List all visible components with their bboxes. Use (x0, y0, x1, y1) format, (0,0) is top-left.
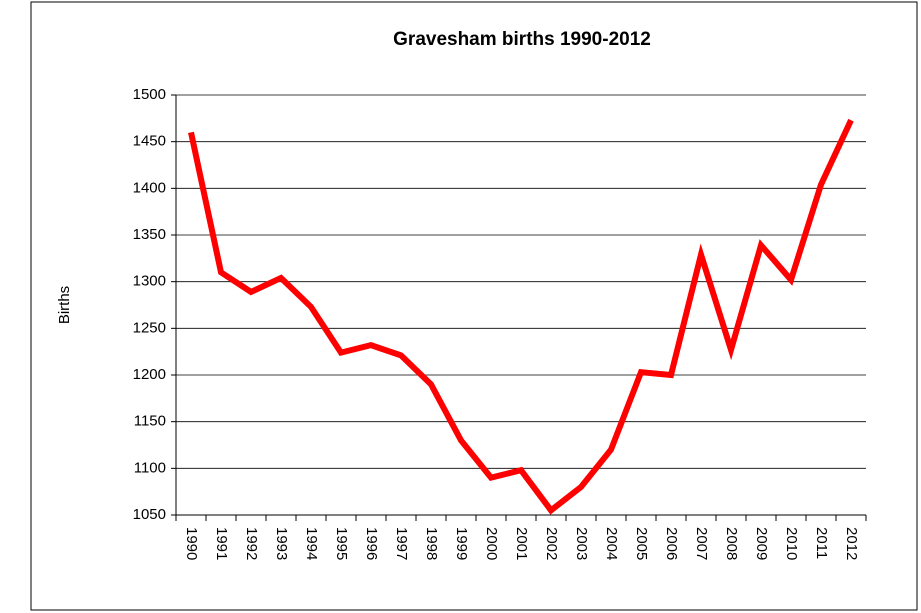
y-tick-label: 1150 (134, 413, 166, 430)
x-tick-label: 1991 (213, 527, 230, 560)
x-tick-label: 2008 (723, 527, 740, 560)
y-tick-label: 1250 (133, 319, 166, 336)
y-tick-label: 1450 (133, 133, 166, 150)
x-tick-label: 2010 (783, 527, 800, 560)
x-tick-label: 2009 (753, 527, 770, 560)
x-tick-label: 1996 (363, 527, 380, 560)
x-tick-label: 1999 (453, 527, 470, 560)
x-tick-label: 1997 (393, 527, 410, 560)
x-tick-label: 1998 (423, 527, 440, 560)
y-tick-label: 1500 (133, 86, 166, 103)
x-tick-label: 1992 (243, 527, 260, 560)
x-tick-label: 1993 (273, 527, 290, 560)
x-tick-label: 1995 (333, 527, 350, 560)
x-tick-label: 2000 (483, 527, 500, 560)
y-tick-label: 1200 (133, 366, 166, 383)
x-tick-label: 1990 (183, 527, 200, 560)
line-series (188, 118, 854, 515)
y-tick-label: 1100 (134, 459, 166, 476)
x-tick-label: 2003 (573, 527, 590, 560)
x-tick-label: 2012 (843, 527, 860, 560)
y-tick-label: 1400 (133, 179, 166, 196)
chart-frame (30, 1, 918, 611)
x-tick-label: 2005 (633, 527, 650, 560)
x-tick-label: 2011 (813, 527, 830, 559)
x-tick-label: 1994 (303, 527, 320, 560)
x-tick-label: 2004 (603, 527, 620, 560)
y-tick-label: 1350 (133, 226, 166, 243)
y-tick-label: 1050 (133, 506, 166, 523)
y-axis-label: Births (56, 286, 73, 324)
chart-title: Gravesham births 1990-2012 (393, 29, 651, 50)
y-tick-label: 1300 (133, 273, 166, 290)
x-tick-label: 2006 (663, 527, 680, 560)
x-tick-label: 2001 (513, 527, 530, 560)
x-tick-label: 2002 (543, 527, 560, 560)
x-tick-label: 2007 (693, 527, 710, 560)
